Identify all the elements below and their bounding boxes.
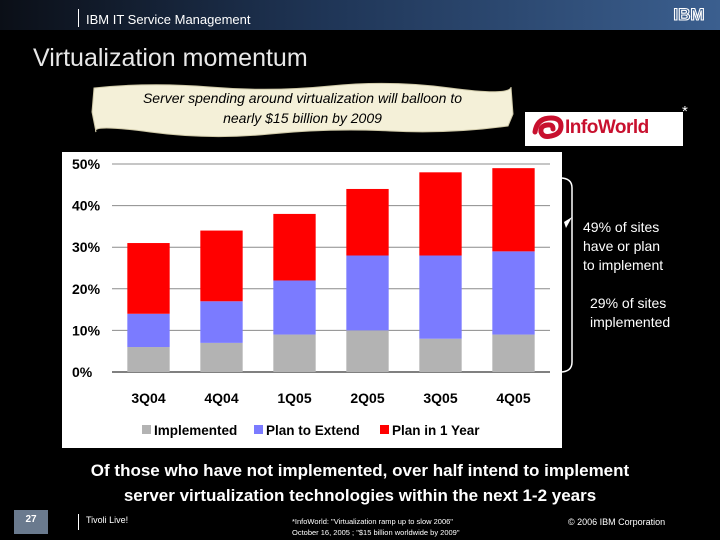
y-tick-label: 30% [72, 239, 101, 255]
source-asterisk: * [682, 103, 688, 120]
annotation-plan-line-2: have or plan [583, 238, 661, 254]
y-tick-label: 50% [72, 156, 101, 172]
callout-line-2: nearly $15 billion by 2009 [223, 110, 382, 126]
infoworld-logo: InfoWorld [525, 112, 683, 146]
bar-segment [127, 347, 170, 372]
conclusion-line-1: Of those who have not implemented, over … [90, 461, 630, 480]
legend-swatch [254, 425, 263, 434]
y-tick-label: 10% [72, 322, 101, 338]
x-tick-label: 3Q05 [423, 390, 457, 406]
x-tick-label: 1Q05 [277, 390, 311, 406]
y-tick-label: 40% [72, 198, 101, 214]
legend-swatch [380, 425, 389, 434]
bar-segment [127, 243, 170, 314]
bar-segment [419, 338, 462, 372]
callout-line-1: Server spending around virtualization wi… [142, 90, 463, 106]
annotation-braces [547, 177, 573, 373]
bar-segment [127, 313, 170, 348]
brace-plan-tip [564, 217, 572, 228]
callout-text: Server spending around virtualization wi… [90, 88, 515, 128]
ibm-logo: IBM [673, 4, 705, 24]
annotation-plan-line-3: to implement [583, 257, 664, 273]
callout-paper [91, 82, 514, 138]
bar-segment [200, 301, 243, 343]
annotation-implemented: 29% of sites implemented [590, 294, 670, 332]
footer-source-line-2: October 16, 2005 ; "$15 billion worldwid… [292, 528, 460, 537]
brace-plan [559, 177, 573, 373]
footer-source-line-1: *InfoWorld: "Virtualization ramp up to s… [292, 517, 453, 526]
annotation-plan-line-1: 49% of sites [583, 219, 660, 235]
brace-implemented-tip [552, 308, 558, 314]
svg-text:IBM: IBM [673, 5, 704, 24]
x-tick-label: 3Q04 [131, 390, 165, 406]
bar-segment [346, 330, 389, 372]
bar-segment [492, 168, 535, 252]
bar-segment [200, 230, 243, 302]
stacked-bar-chart: 0% 10% 20% 30% 40% 50% 3Q04 4Q04 1Q05 2Q05 3Q05 4Q0… [72, 156, 550, 438]
infoworld-wordmark: InfoWorld [565, 117, 649, 138]
bar-segment [346, 188, 389, 256]
x-tick-label: 2Q05 [350, 390, 384, 406]
bar-segment [200, 342, 243, 372]
legend-label: Implemented [154, 423, 237, 438]
chart-panel: 0% 10% 20% 30% 40% 50% 3Q04 4Q04 1Q05 2Q05 3Q05 4Q0… [62, 152, 562, 448]
bar-segment [273, 213, 316, 281]
page-number-box [14, 510, 48, 534]
header-separator [78, 9, 79, 27]
footer-bar [0, 508, 720, 540]
footer-source: *InfoWorld: "Virtualization ramp up to s… [292, 516, 512, 538]
callout-note: Server spending around virtualization wi… [90, 82, 515, 148]
y-tick-label: 20% [72, 281, 101, 297]
header-bar: IBM IT Service Management IBM [0, 0, 720, 30]
bar-segment [419, 255, 462, 339]
x-tick-label: 4Q05 [496, 390, 530, 406]
bar-segment [346, 255, 389, 331]
bar-segment [273, 334, 316, 372]
legend-swatch [142, 425, 151, 434]
footer-copyright: © 2006 IBM Corporation [568, 517, 666, 527]
conclusion-text: Of those who have not implemented, over … [20, 458, 700, 508]
legend-label: Plan in 1 Year [392, 423, 480, 438]
product-name: IBM IT Service Management [86, 12, 251, 27]
page-number: 27 [25, 514, 37, 525]
bar-segment [492, 334, 535, 372]
footer-separator [78, 514, 79, 530]
annotation-plan: 49% of sites have or plan to implement [583, 218, 663, 275]
infoworld-mark-icon [532, 115, 564, 139]
conclusion-line-2: server virtualization technologies withi… [123, 486, 597, 505]
bar-segment [419, 172, 462, 256]
annotation-implemented-line-2: implemented [590, 314, 671, 330]
annotation-implemented-line-1: 29% of sites [590, 295, 667, 311]
y-tick-label: 0% [72, 364, 93, 380]
legend-label: Plan to Extend [266, 423, 360, 438]
slide-title: Virtualization momentum [33, 44, 308, 72]
bar-segment [492, 251, 535, 335]
x-tick-label: 4Q04 [204, 390, 238, 406]
bar-segment [273, 280, 316, 335]
footer-event: Tivoli Live! [86, 515, 129, 525]
